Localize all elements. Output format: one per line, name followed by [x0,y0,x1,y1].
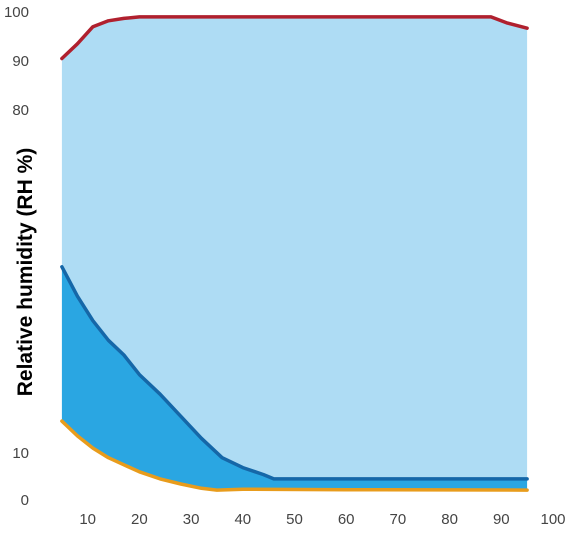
y-tick-label: 90 [12,53,29,70]
x-tick-label: 90 [493,511,510,528]
x-tick-label: 10 [79,511,96,528]
x-tick-label: 100 [540,511,565,528]
y-axis-tick-labels: 0 10 80 90 100 [4,4,29,509]
area-fill-2 [61,266,528,491]
y-axis-label: Relative humidity (RH %) [14,148,37,397]
middle-boundary-line [60,265,529,481]
upper-boundary-line [60,15,529,61]
y-tick-label: 80 [12,102,29,119]
x-tick-label: 70 [390,511,407,528]
y-tick-label: 10 [12,445,29,462]
x-tick-label: 60 [338,511,355,528]
y-tick-label: 100 [4,4,29,21]
area-fill-1 [61,16,528,479]
area-fills [61,16,528,491]
x-tick-label: 30 [183,511,200,528]
x-tick-label: 50 [286,511,303,528]
boundary-lines [60,15,529,492]
lower-boundary-line [60,419,529,492]
x-tick-label: 80 [441,511,458,528]
x-tick-label: 40 [234,511,251,528]
x-tick-label: 20 [131,511,148,528]
x-axis-tick-labels: 10 20 30 40 50 60 70 80 90 100 [79,511,565,528]
y-tick-label: 0 [21,492,29,509]
